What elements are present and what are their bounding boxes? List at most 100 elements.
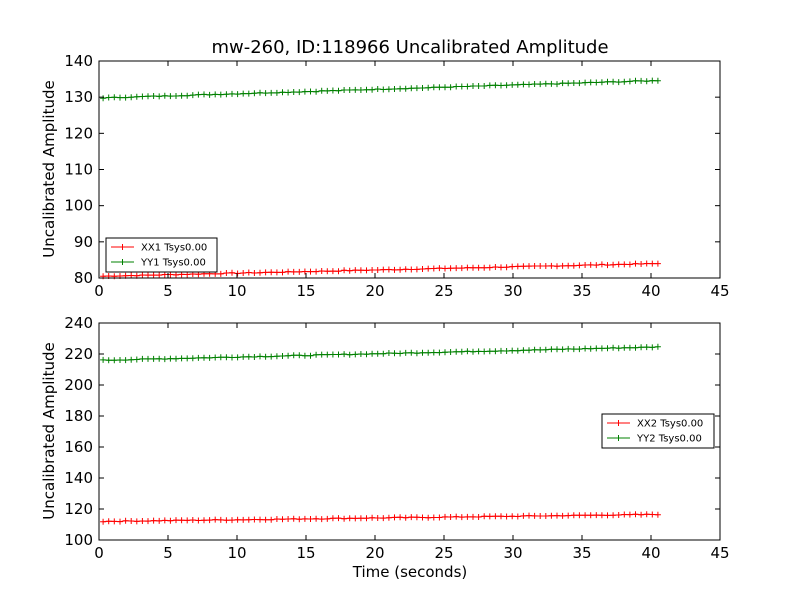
data-point-marker <box>514 263 521 270</box>
data-point-marker <box>542 80 549 87</box>
data-point-marker <box>173 93 179 99</box>
x-tick-label: 40 <box>641 544 660 562</box>
data-point-marker <box>273 89 280 96</box>
data-point-marker <box>413 266 420 273</box>
data-point-marker <box>290 352 297 359</box>
data-point-marker <box>621 78 628 85</box>
data-point-marker <box>380 86 387 93</box>
data-point-marker <box>526 81 532 88</box>
data-point-marker <box>615 512 622 518</box>
data-point-marker <box>374 86 381 92</box>
data-point-marker <box>234 270 241 277</box>
data-point-marker <box>458 265 465 272</box>
data-point-marker <box>442 513 448 520</box>
data-point-marker <box>408 85 415 92</box>
data-point-marker <box>447 514 454 520</box>
data-point-marker <box>257 516 263 523</box>
data-point-marker <box>352 351 359 358</box>
data-point-marker <box>268 269 275 276</box>
data-point-marker <box>329 515 336 522</box>
data-point-marker <box>285 89 292 96</box>
legend-marker <box>615 420 622 426</box>
data-point-marker <box>570 346 577 353</box>
data-point-marker <box>509 513 516 520</box>
data-point-marker <box>598 345 605 352</box>
x-tick-label: 5 <box>163 544 173 562</box>
data-point-marker <box>195 91 202 98</box>
data-point-marker <box>341 87 348 93</box>
data-point-marker <box>245 269 252 276</box>
data-point-marker <box>156 517 163 524</box>
data-point-marker <box>503 82 510 89</box>
y-tick-label: 80 <box>74 269 93 287</box>
data-point-marker <box>335 87 342 94</box>
data-point-marker <box>442 349 448 356</box>
data-point-marker <box>357 87 364 93</box>
data-point-marker <box>419 85 426 91</box>
data-point-marker <box>559 512 566 519</box>
legend-label: XX2 Tsys0.00 <box>637 419 703 430</box>
data-point-marker <box>363 267 370 274</box>
data-point-marker <box>145 355 151 362</box>
data-point-marker <box>425 84 432 91</box>
data-point-marker <box>324 268 331 275</box>
data-point-marker <box>514 81 521 88</box>
data-point-marker <box>509 81 516 88</box>
data-point-marker <box>621 261 628 268</box>
data-point-marker <box>100 95 107 102</box>
data-point-marker <box>161 517 168 524</box>
y-tick-label: 140 <box>64 52 93 70</box>
data-point-marker <box>156 355 163 362</box>
data-point-marker <box>296 268 303 275</box>
data-point-marker <box>240 270 247 276</box>
legend-marker <box>119 259 126 265</box>
data-point-marker <box>436 514 443 521</box>
y-tick-label: 110 <box>64 161 93 179</box>
data-point-marker <box>245 353 252 360</box>
data-point-marker <box>626 344 633 351</box>
data-point-marker <box>542 513 549 519</box>
data-point-marker <box>301 88 308 95</box>
data-point-marker <box>447 265 454 272</box>
data-point-marker <box>313 351 320 358</box>
data-point-marker <box>251 354 258 360</box>
series-1 <box>100 260 661 280</box>
data-point-marker <box>245 90 252 97</box>
data-point-marker <box>470 83 476 89</box>
chart-title: mw-260, ID:118966 Uncalibrated Amplitude <box>211 37 608 58</box>
data-point-marker <box>385 266 392 273</box>
data-point-marker <box>346 267 353 274</box>
data-point-marker <box>587 261 594 268</box>
data-point-marker <box>481 83 488 89</box>
data-point-marker <box>100 518 107 525</box>
data-point-marker <box>357 515 364 522</box>
data-point-marker <box>357 267 364 274</box>
data-point-marker <box>537 513 544 519</box>
x-tick-label: 5 <box>163 282 173 300</box>
data-point-marker <box>514 513 521 520</box>
data-point-marker <box>318 351 325 358</box>
data-point-marker <box>531 263 538 269</box>
data-point-marker <box>576 346 583 353</box>
bottom-y-axis-label: Uncalibrated Amplitude <box>40 342 58 519</box>
x-tick-label: 45 <box>710 544 729 562</box>
data-point-marker <box>514 347 521 354</box>
data-point-marker <box>408 266 415 273</box>
data-point-marker <box>442 84 448 91</box>
data-point-marker <box>139 93 146 100</box>
data-point-marker <box>178 355 185 362</box>
data-point-marker <box>128 94 135 101</box>
data-point-marker <box>385 350 392 356</box>
data-point-marker <box>234 91 241 98</box>
data-point-marker <box>610 344 617 351</box>
data-point-marker <box>570 512 577 519</box>
data-point-marker <box>189 355 196 362</box>
x-tick-label: 20 <box>365 282 384 300</box>
data-point-marker <box>346 351 353 358</box>
data-point-marker <box>419 349 426 356</box>
bottom-plot-area: 0 5 10 15 20 25 30 35 40 45 100 120 140 160 180 200 220 2… <box>64 314 729 562</box>
data-point-marker <box>570 262 577 269</box>
data-point-marker <box>402 514 409 521</box>
y-tick-label: 200 <box>64 376 93 394</box>
data-point-marker <box>206 91 213 98</box>
